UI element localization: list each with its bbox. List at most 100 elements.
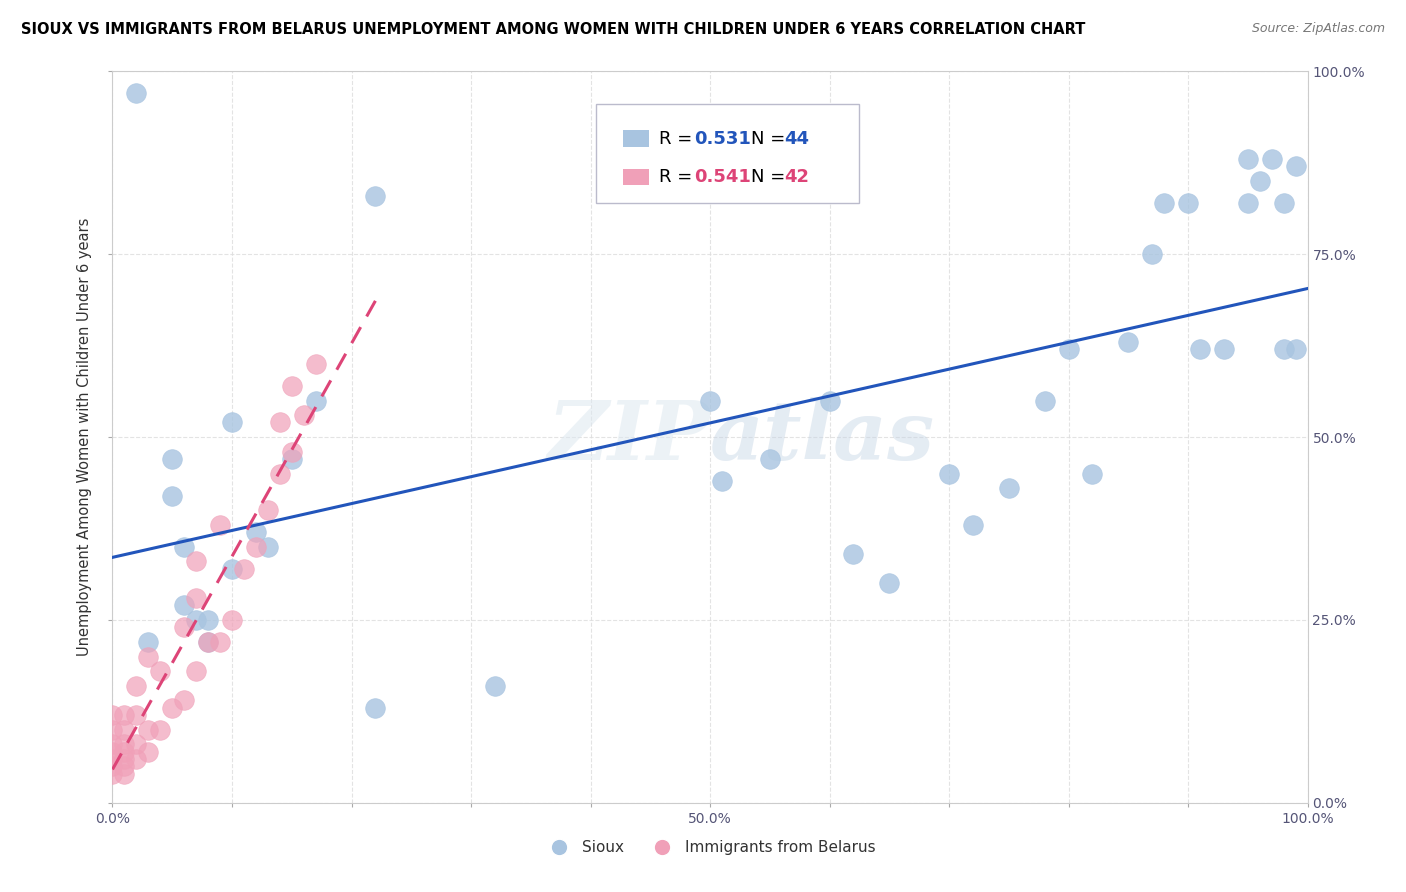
- Point: [1272, 343, 1295, 357]
- Point: [281, 444, 304, 458]
- Point: [1249, 174, 1271, 188]
- Point: [1237, 152, 1260, 166]
- Point: [114, 745, 135, 759]
- FancyBboxPatch shape: [623, 130, 650, 146]
- Point: [101, 759, 124, 773]
- Point: [305, 393, 328, 408]
- Point: [759, 452, 782, 467]
- Point: [1272, 196, 1295, 211]
- Point: [162, 489, 183, 503]
- Point: [364, 188, 387, 202]
- Point: [1189, 343, 1212, 357]
- Text: N =: N =: [751, 169, 790, 186]
- Point: [1237, 196, 1260, 211]
- Legend: Sioux, Immigrants from Belarus: Sioux, Immigrants from Belarus: [538, 834, 882, 861]
- Point: [699, 393, 721, 408]
- Point: [149, 664, 172, 678]
- Point: [162, 700, 183, 714]
- Point: [173, 540, 195, 554]
- Point: [879, 576, 901, 591]
- Point: [245, 525, 267, 540]
- Text: atlas: atlas: [710, 397, 935, 477]
- Point: [138, 649, 160, 664]
- Text: ZIP: ZIP: [547, 397, 710, 477]
- Point: [101, 723, 124, 737]
- Point: [998, 481, 1021, 495]
- Point: [186, 591, 208, 605]
- Point: [364, 700, 387, 714]
- Point: [114, 708, 135, 723]
- Point: [1057, 343, 1080, 357]
- FancyBboxPatch shape: [596, 104, 859, 203]
- Point: [173, 620, 195, 634]
- Point: [842, 547, 865, 561]
- Point: [221, 613, 243, 627]
- Text: 44: 44: [785, 129, 808, 147]
- Point: [281, 379, 304, 393]
- Point: [1213, 343, 1236, 357]
- Point: [125, 87, 148, 101]
- Point: [1177, 196, 1199, 211]
- Point: [245, 540, 267, 554]
- Point: [138, 723, 160, 737]
- Point: [186, 554, 208, 568]
- Point: [221, 562, 243, 576]
- Point: [221, 416, 243, 430]
- Text: 0.541: 0.541: [695, 169, 751, 186]
- Point: [1261, 152, 1284, 166]
- Point: [114, 759, 135, 773]
- Point: [233, 562, 256, 576]
- Point: [209, 517, 232, 532]
- Point: [114, 723, 135, 737]
- Point: [101, 708, 124, 723]
- Text: R =: R =: [658, 169, 697, 186]
- Point: [1118, 334, 1140, 349]
- Point: [138, 745, 160, 759]
- Point: [1033, 393, 1056, 408]
- Point: [305, 357, 328, 371]
- FancyBboxPatch shape: [623, 169, 650, 186]
- Point: [711, 474, 734, 488]
- Point: [197, 635, 219, 649]
- Y-axis label: Unemployment Among Women with Children Under 6 years: Unemployment Among Women with Children U…: [77, 218, 93, 657]
- Point: [186, 664, 208, 678]
- Point: [269, 467, 291, 481]
- Point: [138, 635, 160, 649]
- Text: R =: R =: [658, 129, 697, 147]
- Point: [173, 599, 195, 613]
- Text: Source: ZipAtlas.com: Source: ZipAtlas.com: [1251, 22, 1385, 36]
- Point: [125, 679, 148, 693]
- Point: [162, 452, 183, 467]
- Point: [114, 752, 135, 766]
- Point: [1285, 160, 1308, 174]
- Point: [818, 393, 841, 408]
- Point: [114, 766, 135, 780]
- Point: [1142, 247, 1164, 261]
- Point: [962, 517, 984, 532]
- Point: [938, 467, 960, 481]
- Point: [257, 540, 280, 554]
- Point: [114, 737, 135, 751]
- Text: SIOUX VS IMMIGRANTS FROM BELARUS UNEMPLOYMENT AMONG WOMEN WITH CHILDREN UNDER 6 : SIOUX VS IMMIGRANTS FROM BELARUS UNEMPLO…: [21, 22, 1085, 37]
- Point: [101, 737, 124, 751]
- Point: [484, 679, 506, 693]
- Point: [197, 635, 219, 649]
- Point: [101, 752, 124, 766]
- Point: [149, 723, 172, 737]
- Point: [101, 766, 124, 780]
- Point: [1153, 196, 1175, 211]
- Point: [1081, 467, 1104, 481]
- Text: 42: 42: [785, 169, 808, 186]
- Point: [125, 752, 148, 766]
- Point: [173, 693, 195, 707]
- Text: N =: N =: [751, 129, 790, 147]
- Point: [125, 708, 148, 723]
- Point: [269, 416, 291, 430]
- Point: [186, 613, 208, 627]
- Point: [257, 503, 280, 517]
- Point: [101, 745, 124, 759]
- Point: [281, 452, 304, 467]
- Point: [197, 613, 219, 627]
- Point: [292, 408, 315, 422]
- Point: [209, 635, 232, 649]
